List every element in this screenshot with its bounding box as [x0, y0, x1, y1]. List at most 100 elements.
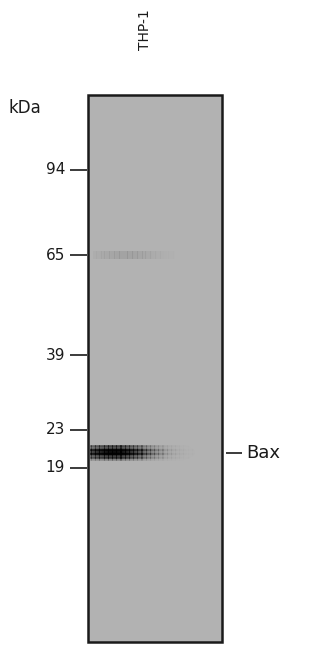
Bar [98, 455, 100, 456]
Bar [118, 455, 119, 456]
Bar [131, 457, 132, 458]
Bar [104, 446, 106, 448]
Bar [140, 445, 142, 446]
Bar [128, 452, 130, 453]
Bar [161, 452, 162, 453]
Bar [91, 448, 93, 449]
Bar [164, 454, 165, 456]
Bar [184, 447, 186, 448]
Bar [155, 251, 157, 259]
Bar [136, 454, 137, 456]
Bar [133, 451, 135, 452]
Bar [184, 454, 186, 456]
Bar [108, 445, 110, 446]
Bar [144, 445, 145, 446]
Bar [143, 451, 144, 452]
Bar [136, 251, 137, 259]
Bar [144, 454, 145, 456]
Bar [103, 460, 105, 461]
Bar [110, 457, 111, 458]
Bar [187, 455, 189, 456]
Bar [132, 445, 134, 446]
Bar [135, 448, 136, 449]
Bar [192, 445, 194, 446]
Bar [158, 453, 160, 454]
Bar [114, 446, 115, 448]
Bar [137, 453, 139, 454]
Bar [98, 450, 100, 451]
Bar [108, 448, 110, 449]
Bar [133, 459, 135, 460]
Bar [130, 454, 131, 455]
Bar [143, 450, 144, 452]
Bar [133, 452, 135, 453]
Bar [128, 449, 130, 450]
Bar [145, 454, 147, 456]
Bar [98, 458, 100, 459]
Bar [137, 446, 139, 447]
Bar [104, 451, 106, 452]
Bar [186, 451, 188, 452]
Bar [111, 453, 113, 454]
Bar [97, 460, 98, 461]
Bar [138, 457, 140, 458]
Bar [106, 447, 108, 448]
Bar [123, 447, 124, 448]
Bar [154, 446, 156, 448]
Bar [112, 454, 114, 456]
Bar [153, 453, 155, 454]
Bar [173, 455, 174, 456]
Bar [194, 446, 195, 448]
Bar [157, 459, 159, 460]
Bar [124, 458, 126, 460]
Bar [123, 460, 124, 461]
Bar [170, 452, 172, 453]
Bar [131, 454, 132, 456]
Bar [108, 459, 110, 460]
Bar [125, 448, 127, 449]
Bar [150, 454, 152, 456]
Bar [114, 459, 115, 460]
Bar [119, 446, 121, 448]
Bar [189, 450, 190, 452]
Bar [145, 458, 147, 459]
Bar [128, 448, 130, 449]
Bar [149, 450, 151, 452]
Bar [120, 452, 122, 453]
Bar [170, 451, 172, 452]
Bar [167, 458, 169, 459]
Bar [156, 457, 157, 458]
Bar [177, 447, 178, 448]
Bar [125, 456, 127, 457]
Bar [153, 459, 155, 460]
Bar [143, 454, 144, 455]
Bar [152, 452, 153, 453]
Bar [91, 449, 93, 450]
Bar [161, 454, 162, 456]
Bar [190, 450, 191, 452]
Bar [94, 446, 96, 447]
Bar [174, 445, 176, 446]
Bar [119, 453, 121, 454]
Bar [111, 445, 113, 446]
Bar [97, 447, 98, 448]
Bar [116, 450, 118, 451]
Bar [140, 451, 142, 452]
Bar [114, 445, 115, 446]
Bar [177, 445, 178, 446]
Bar [112, 447, 114, 448]
Bar [167, 446, 169, 448]
Bar [93, 455, 94, 456]
Bar [184, 451, 186, 452]
Bar [141, 457, 143, 458]
Bar [110, 456, 111, 457]
Bar [179, 455, 181, 456]
Bar [123, 455, 124, 456]
Bar [111, 452, 113, 453]
Bar [192, 452, 194, 453]
Bar [157, 451, 159, 452]
Bar [146, 450, 148, 452]
Bar [125, 454, 127, 456]
Bar [114, 447, 115, 448]
Bar [144, 450, 145, 452]
